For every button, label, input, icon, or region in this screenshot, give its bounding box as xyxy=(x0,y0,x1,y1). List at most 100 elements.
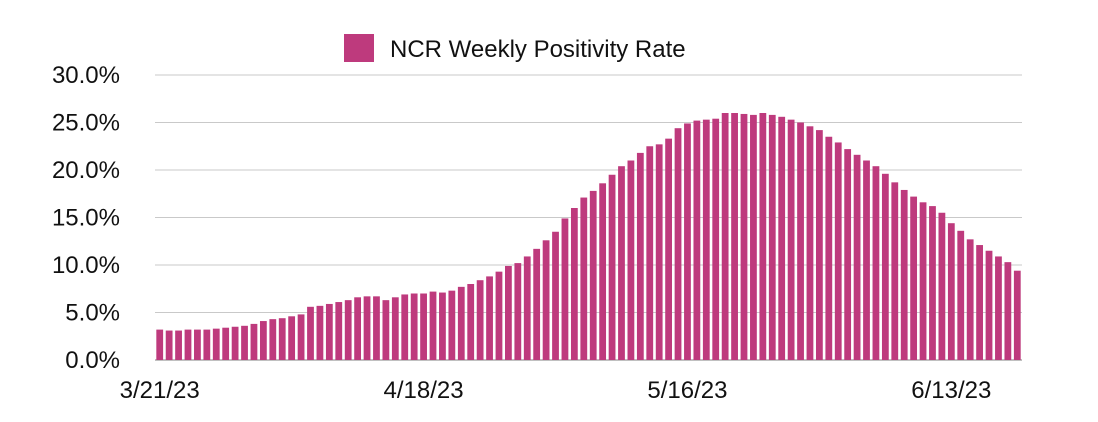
bar xyxy=(222,327,230,360)
bar xyxy=(712,118,720,360)
bar xyxy=(693,120,701,360)
bar xyxy=(815,130,823,360)
bar xyxy=(175,330,182,360)
bar xyxy=(863,160,870,360)
bar xyxy=(156,329,164,360)
bar xyxy=(589,190,597,360)
bar xyxy=(269,319,277,360)
bar xyxy=(307,306,314,360)
x-axis-ticks: 3/21/23 4/18/23 5/16/23 6/13/23 xyxy=(120,377,992,404)
bar xyxy=(354,297,362,360)
bar xyxy=(919,202,927,360)
bar xyxy=(259,321,267,360)
bar xyxy=(391,297,399,360)
bar xyxy=(184,329,192,360)
bar xyxy=(608,174,616,360)
bar xyxy=(910,196,918,360)
bar xyxy=(203,329,211,360)
bar xyxy=(467,284,475,360)
x-tick-label: 5/16/23 xyxy=(647,377,727,404)
y-tick-label: 15.0% xyxy=(52,205,120,232)
bar xyxy=(325,303,333,360)
bar xyxy=(985,250,993,360)
bar xyxy=(439,292,446,360)
bar xyxy=(655,144,663,360)
bar xyxy=(429,291,437,360)
bar xyxy=(721,113,729,360)
bar xyxy=(599,183,607,360)
bar xyxy=(401,294,409,360)
bar xyxy=(797,122,804,360)
bar xyxy=(476,280,484,360)
bar xyxy=(881,173,889,360)
bar xyxy=(929,206,936,360)
bar xyxy=(1013,270,1021,360)
bar xyxy=(335,302,343,360)
bar xyxy=(825,136,833,360)
y-tick-label: 0.0% xyxy=(65,347,120,374)
bar xyxy=(684,123,691,360)
y-tick-label: 10.0% xyxy=(52,252,120,279)
bar xyxy=(514,263,522,360)
bar xyxy=(731,113,738,360)
bar xyxy=(938,212,946,360)
bar xyxy=(297,314,305,360)
y-axis-ticks: 0.0% 5.0% 10.0% 15.0% 20.0% 25.0% 30.0% xyxy=(52,62,120,374)
bar xyxy=(561,218,569,360)
bar xyxy=(373,296,380,360)
bar xyxy=(241,325,248,360)
bar xyxy=(627,160,635,360)
bar xyxy=(278,318,286,360)
bar xyxy=(787,119,795,361)
bar xyxy=(505,265,512,360)
bar xyxy=(759,113,767,360)
bar xyxy=(420,293,427,360)
bar xyxy=(674,128,682,360)
bar xyxy=(533,248,541,360)
bar xyxy=(646,146,654,360)
bar xyxy=(947,223,955,360)
bar xyxy=(570,208,578,360)
y-tick-label: 25.0% xyxy=(52,110,120,137)
x-tick-label: 3/21/23 xyxy=(120,377,200,404)
bar xyxy=(344,300,352,360)
bar xyxy=(995,256,1002,360)
bar xyxy=(750,114,757,361)
bar xyxy=(966,239,974,360)
bars xyxy=(156,113,1021,361)
bar xyxy=(740,113,748,360)
bar xyxy=(853,154,861,360)
bar xyxy=(410,293,418,360)
bar xyxy=(844,149,852,360)
y-tick-label: 20.0% xyxy=(52,157,120,184)
bar xyxy=(891,182,899,360)
bar xyxy=(288,316,296,360)
bar xyxy=(778,116,786,360)
legend: NCR Weekly Positivity Rate xyxy=(344,34,686,63)
bar xyxy=(806,126,814,360)
x-tick-label: 6/13/23 xyxy=(911,377,991,404)
y-tick-label: 5.0% xyxy=(65,300,120,327)
bar xyxy=(250,323,258,360)
bar xyxy=(457,286,465,360)
bar xyxy=(486,276,493,360)
bar xyxy=(768,114,776,361)
y-tick-label: 30.0% xyxy=(52,62,120,89)
bar xyxy=(1004,262,1012,360)
bar xyxy=(702,119,710,361)
bar xyxy=(448,290,456,360)
bar xyxy=(618,166,625,360)
bar xyxy=(231,326,239,360)
bar xyxy=(834,142,842,360)
bar xyxy=(976,245,983,360)
bar xyxy=(957,230,965,360)
bar xyxy=(900,189,908,360)
x-tick-label: 4/18/23 xyxy=(384,377,464,404)
bar xyxy=(523,256,531,360)
bar xyxy=(495,271,503,360)
bar xyxy=(194,329,201,360)
bar xyxy=(542,240,550,360)
bar xyxy=(552,231,559,360)
bar xyxy=(382,300,390,360)
